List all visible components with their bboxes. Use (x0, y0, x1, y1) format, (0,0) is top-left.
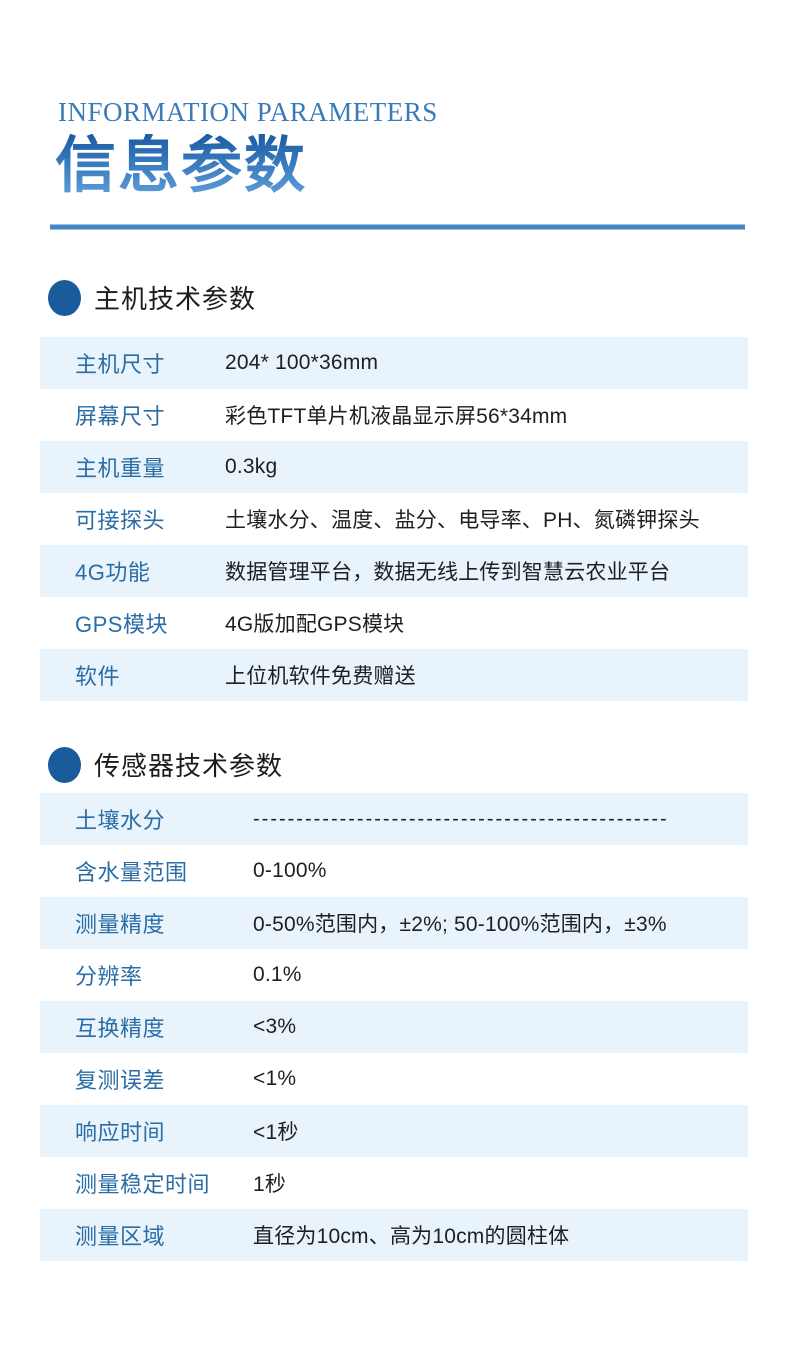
table-row: 分辨率 0.1% (40, 949, 748, 1001)
row-label: 屏幕尺寸 (75, 404, 166, 430)
bullet-circle-icon (48, 279, 81, 316)
table-row: 测量区域 直径为10cm、高为10cm的圆柱体 (40, 1209, 748, 1262)
table-row: 互换精度 <3% (40, 1001, 748, 1054)
table-row: 土壤水分 ------------------------------------… (40, 793, 748, 846)
row-value: 0-100% (253, 859, 327, 883)
table-row: 响应时间 <1秒 (40, 1105, 748, 1158)
table-row: 复测误差 <1% (40, 1053, 748, 1105)
row-value: 204* 100*36mm (225, 351, 379, 375)
bullet-circle-icon (48, 746, 81, 783)
row-label: 可接探头 (75, 508, 166, 534)
spec-table: 主机尺寸 204* 100*36mm 屏幕尺寸 彩色TFT单片机液晶显示屏56*34m… (40, 337, 748, 702)
row-label: 软件 (75, 664, 121, 690)
row-label: 响应时间 (75, 1120, 166, 1146)
row-label: 复测误差 (75, 1068, 166, 1094)
row-label: 主机尺寸 (75, 352, 166, 378)
row-value: 直径为10cm、高为10cm的圆柱体 (253, 1225, 570, 1249)
row-value: ----------------------------------------… (253, 807, 669, 830)
divider-line (50, 224, 745, 231)
row-label: 4G功能 (75, 560, 151, 586)
spec-table: 土壤水分 ------------------------------------… (40, 793, 748, 1262)
row-value: <1% (253, 1067, 297, 1091)
section-heading: 主机技术参数 (48, 279, 790, 316)
section-heading: 传感器技术参数 (48, 746, 790, 783)
table-row: 含水量范围 0-100% (40, 845, 748, 897)
row-label: 主机重量 (75, 456, 166, 482)
row-label: 测量精度 (75, 912, 166, 938)
table-row: 主机重量 0.3kg (40, 441, 748, 494)
row-value: 数据管理平台，数据无线上传到智慧云农业平台 (225, 561, 671, 585)
row-value: 土壤水分、温度、盐分、电导率、PH、氮磷钾探头 (225, 509, 700, 533)
row-value: <1秒 (253, 1121, 299, 1145)
table-row: 软件 上位机软件免费赠送 (40, 649, 748, 702)
row-value: 上位机软件免费赠送 (225, 665, 416, 689)
row-value: 4G版加配GPS模块 (225, 613, 405, 637)
section-title: 传感器技术参数 (94, 751, 284, 782)
row-value: 0.3kg (225, 455, 278, 479)
row-value: 彩色TFT单片机液晶显示屏56*34mm (225, 405, 568, 429)
row-label: 含水量范围 (75, 860, 188, 886)
table-row: 测量稳定时间 1秒 (40, 1157, 748, 1209)
section-title: 主机技术参数 (94, 284, 257, 315)
row-label: 测量区域 (75, 1224, 166, 1250)
table-row: 屏幕尺寸 彩色TFT单片机液晶显示屏56*34mm (40, 389, 748, 441)
row-label: 互换精度 (75, 1016, 166, 1042)
row-value: 0.1% (253, 963, 302, 987)
eyebrow-heading: INFORMATION PARAMETERS (58, 97, 438, 127)
table-row: 4G功能 数据管理平台，数据无线上传到智慧云农业平台 (40, 545, 748, 598)
row-label: 分辨率 (75, 964, 143, 990)
row-label: GPS模块 (75, 612, 168, 638)
table-row: GPS模块 4G版加配GPS模块 (40, 597, 748, 649)
row-value: 1秒 (253, 1173, 287, 1197)
row-value: 0-50%范围内，±2%; 50-100%范围内，±3% (253, 913, 667, 937)
row-value: <3% (253, 1015, 297, 1039)
table-row: 主机尺寸 204* 100*36mm (40, 337, 748, 390)
table-row: 可接探头 土壤水分、温度、盐分、电导率、PH、氮磷钾探头 (40, 493, 748, 545)
page-title: 信息参数 (55, 134, 790, 197)
table-row: 测量精度 0-50%范围内，±2%; 50-100%范围内，±3% (40, 897, 748, 950)
row-label: 土壤水分 (75, 808, 166, 834)
row-label: 测量稳定时间 (75, 1172, 211, 1198)
spec-sections: 主机技术参数主机尺寸 204* 100*36mm 屏幕尺寸 彩色TFT单片机液晶显示屏… (0, 279, 790, 1262)
